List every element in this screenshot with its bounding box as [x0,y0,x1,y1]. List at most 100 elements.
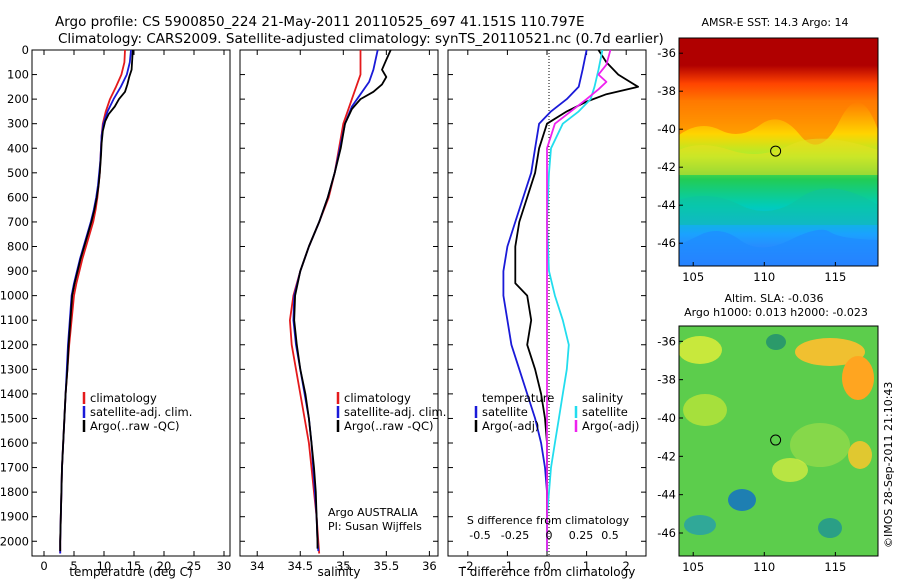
salinity-panel: 34 34.5 35 35.5 36 salinity climatology sate… [239,49,446,579]
sla-low-patch [766,334,786,350]
salinity-annotation-line-2: PI: Susan Wijffels [328,520,422,533]
x-tick-label: 36 [422,559,437,573]
sla-map-title-line-2: Argo h1000: 0.013 h2000: -0.023 [684,306,868,319]
x-tick-label: 35 [336,559,351,573]
y-tick-label: 1600 [0,436,29,450]
lon-tick-label: 115 [824,560,846,574]
difference-panel: -2 -1 0 1 2 T difference from climatology S … [447,49,647,579]
sst-cold-patch [679,229,878,266]
sdiff-tick-label: 0.5 [601,529,619,542]
diff-legend-sal-argo: Argo(-adj) [582,419,639,433]
lat-tick-label: -36 [657,334,676,348]
temperature-panel: 0100200300400500600700800900100011001200… [0,43,231,579]
sal-legend-argo: Argo(..raw -QC) [344,419,434,433]
lat-tick-label: -42 [657,160,676,174]
sst-map-frame [678,37,879,267]
sla-high-patch [772,458,808,482]
x-tick-label: 5 [70,559,77,573]
y-tick-label: 2000 [0,534,29,548]
series-temperature-argo-adj- [514,49,639,552]
y-tick-label: 500 [7,166,29,180]
sla-map-frame [678,325,879,557]
sal-legend-climatology: climatology [344,391,411,405]
x-tick-label: 2 [623,559,630,573]
sst-map-title: AMSR-E SST: 14.3 Argo: 14 [701,16,848,29]
x-tick-label: 15 [127,559,142,573]
x-tick-label: 0 [40,559,47,573]
sla-high-patch [683,394,727,426]
sst-warm-patch [679,100,878,145]
y-tick-label: 0 [22,43,29,57]
lat-tick-label: -44 [657,488,676,502]
salinity-legend: climatology satellite-adj. clim. Argo(..… [336,391,446,433]
lat-tick-label: -38 [657,84,676,98]
salinity-plot-frame [239,49,439,557]
y-tick-label: 1100 [0,313,29,327]
salinity-xlabel: salinity [317,565,360,579]
y-tick-label: 1400 [0,387,29,401]
sla-heatmap [679,326,878,556]
x-tick-label: 10 [97,559,112,573]
lon-tick-label: 110 [753,270,775,284]
sst-cool-patch [679,188,878,225]
lat-tick-label: -36 [657,46,676,60]
temp-legend-satellite: satellite-adj. clim. [90,405,192,419]
y-tick-label: 1800 [0,485,29,499]
y-tick-label: 1900 [0,510,29,524]
x-tick-label: 34 [250,559,265,573]
sdiff-tick-label: -0.5 [469,529,490,542]
y-tick-label: 400 [7,141,29,155]
temperature-legend: climatology satellite-adj. clim. Argo(..… [82,391,192,433]
sla-low-patch [818,518,842,538]
lat-tick-label: -40 [657,122,676,136]
lat-tick-label: -46 [657,526,676,540]
salinity-diff-ticklabels: -0.5 -0.25 0 0.25 0.5 [469,529,618,542]
sst-heatmap [679,38,878,266]
series-salinity-satellite [546,49,604,552]
sla-low-patch [684,515,716,535]
lat-tick-label: -40 [657,411,676,425]
series-satellite-adj-clim- [59,49,132,554]
series-satellite-adj-clim- [292,49,379,552]
y-tick-label: 800 [7,240,29,254]
series-salinity-argo-adj- [546,49,612,552]
sla-map-title-line-1: Altim. SLA: -0.036 [724,292,823,305]
lon-tick-label: 110 [753,560,775,574]
sal-legend-satellite: satellite-adj. clim. [344,405,446,419]
sla-high-patch [848,441,872,469]
lat-tick-label: -42 [657,449,676,463]
y-tick-label: 1500 [0,411,29,425]
sla-high-patch [842,356,874,400]
diff-legend-temp-satellite: satellite [482,405,528,419]
sst-map-panel: AMSR-E SST: 14.3 Argo: 14 -36 -38 -40 -42 -4… [657,16,879,284]
diff-legend-temperature-heading: temperature [482,391,554,405]
sla-map-panel: Altim. SLA: -0.036 Argo h1000: 0.013 h20… [657,292,879,574]
y-tick-label: 1200 [0,338,29,352]
sst-front-patch [679,138,878,175]
temp-legend-climatology: climatology [90,391,157,405]
lon-tick-label: 115 [824,270,846,284]
x-tick-label: 25 [187,559,202,573]
sla-low-patch [728,489,756,511]
difference-legend: temperature satellite Argo(-adj) salinit… [474,391,639,433]
x-tick-label: 20 [157,559,172,573]
salinity-annotation-line-1: Argo AUSTRALIA [328,506,418,519]
lat-tick-label: -46 [657,236,676,250]
y-tick-label: 100 [7,68,29,82]
y-tick-label: 1300 [0,362,29,376]
copyright-footer: ©IMOS 28-Sep-2011 21:10:43 [882,382,895,548]
title-line-2: Climatology: CARS2009. Satellite-adjuste… [58,31,664,47]
sdiff-tick-label: -0.25 [501,529,529,542]
argo-location-marker [770,434,782,446]
temp-legend-argo: Argo(..raw -QC) [90,419,180,433]
diff-legend-temp-argo: Argo(-adj) [482,419,539,433]
lat-tick-label: -38 [657,373,676,387]
y-tick-label: 1700 [0,461,29,475]
series-argo-raw-qc- [293,49,392,549]
x-tick-label: 1 [583,559,590,573]
sla-high-patch [790,423,850,467]
sdiff-tick-label: 0.25 [569,529,594,542]
sla-high-patch [795,338,865,366]
series-climatology [59,49,126,554]
sdiff-tick-label: 0 [546,529,553,542]
